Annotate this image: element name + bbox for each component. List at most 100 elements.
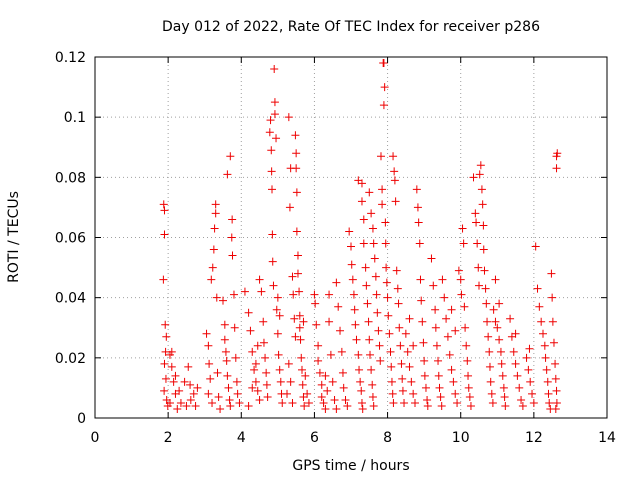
data-point <box>275 311 284 320</box>
data-point <box>334 302 343 311</box>
data-point <box>167 347 176 356</box>
data-point <box>511 359 520 368</box>
data-point <box>161 374 170 383</box>
data-point <box>269 281 278 290</box>
data-point <box>223 170 232 179</box>
data-point <box>268 230 277 239</box>
data-point <box>414 218 423 227</box>
data-point <box>184 362 193 371</box>
data-point <box>548 317 557 326</box>
data-point <box>472 218 481 227</box>
y-tick-label: 0.04 <box>55 291 86 307</box>
x-tick-label: 2 <box>164 430 173 446</box>
data-point <box>343 401 352 410</box>
data-point <box>475 281 483 290</box>
data-point <box>473 239 482 248</box>
data-point <box>186 395 195 404</box>
data-point <box>374 326 383 335</box>
data-point <box>285 203 294 212</box>
data-point <box>496 347 505 356</box>
data-point <box>485 347 494 356</box>
data-point <box>288 398 297 407</box>
data-point <box>552 398 561 407</box>
data-point <box>273 293 282 302</box>
data-point <box>462 341 471 350</box>
data-point <box>443 332 452 341</box>
x-tick-label: 14 <box>598 430 616 446</box>
data-point <box>432 341 441 350</box>
data-point <box>206 374 215 383</box>
data-point <box>495 299 504 308</box>
data-point <box>213 368 222 377</box>
data-point <box>214 392 223 401</box>
data-point <box>176 398 185 407</box>
data-point <box>551 404 560 413</box>
data-point <box>483 317 492 326</box>
data-point <box>487 389 496 398</box>
data-point <box>541 353 550 362</box>
data-point <box>420 371 429 380</box>
data-point <box>223 371 232 380</box>
data-point <box>337 347 346 356</box>
data-point <box>303 389 312 398</box>
data-point <box>328 377 337 386</box>
data-point <box>453 398 462 407</box>
data-point <box>368 392 377 401</box>
data-point <box>270 110 279 119</box>
data-point <box>255 275 264 284</box>
y-tick-labels: 0 0.02 0.04 0.06 0.08 0.1 0.12 <box>55 50 86 427</box>
data-point <box>204 341 213 350</box>
data-point <box>397 359 406 368</box>
data-point <box>244 308 253 317</box>
data-point <box>366 350 375 359</box>
data-point <box>429 281 438 290</box>
data-point <box>224 383 233 392</box>
data-point <box>464 383 473 392</box>
data-point <box>416 275 425 284</box>
data-point <box>341 395 350 404</box>
data-point <box>379 59 388 68</box>
y-tick-label: 0.08 <box>55 170 86 186</box>
data-point <box>553 149 562 158</box>
data-point <box>275 365 284 374</box>
data-point <box>211 209 220 218</box>
data-point <box>162 332 171 341</box>
data-point <box>537 317 546 326</box>
data-point <box>437 401 446 410</box>
data-point <box>220 335 229 344</box>
data-point <box>449 377 458 386</box>
data-point <box>392 266 401 275</box>
data-point <box>368 380 377 389</box>
data-point <box>506 314 515 323</box>
data-point <box>248 347 257 356</box>
data-point <box>396 341 405 350</box>
data-point <box>528 389 537 398</box>
x-tick-label: 10 <box>452 430 470 446</box>
data-point <box>273 329 282 338</box>
data-point <box>262 368 271 377</box>
data-point <box>363 299 372 308</box>
data-point <box>292 149 301 158</box>
data-point <box>292 188 301 197</box>
data-point <box>522 353 531 362</box>
data-point <box>361 263 370 272</box>
data-point <box>274 350 283 359</box>
data-point <box>482 299 491 308</box>
data-point <box>469 173 478 182</box>
data-point <box>296 335 305 344</box>
data-point <box>418 317 427 326</box>
data-point <box>390 176 399 185</box>
data-point <box>205 359 214 368</box>
data-point <box>552 164 561 173</box>
data-point <box>295 287 304 296</box>
data-point <box>235 398 244 407</box>
data-point <box>332 278 341 287</box>
data-point <box>208 398 217 407</box>
data-point <box>355 365 364 374</box>
data-point <box>182 401 191 410</box>
data-point <box>357 386 366 395</box>
data-point <box>159 200 168 209</box>
data-point <box>471 209 480 218</box>
data-point <box>167 362 176 371</box>
